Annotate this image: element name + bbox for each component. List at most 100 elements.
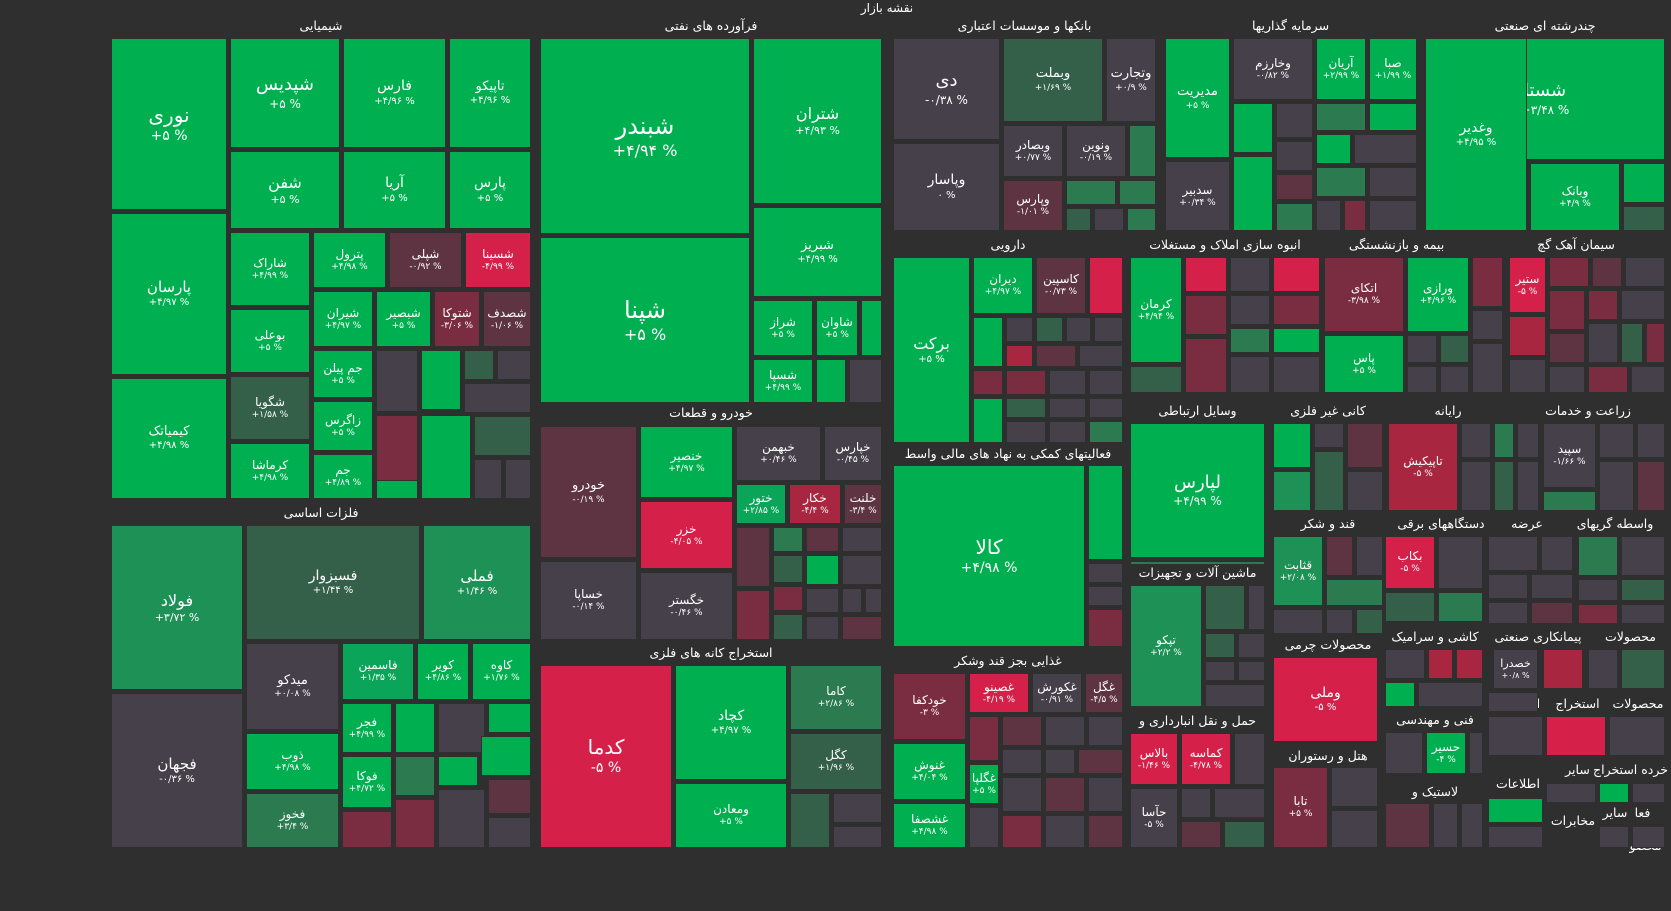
stock-tile-small[interactable] [1314,451,1344,511]
stock-tile[interactable]: خزر -۴/۰۵ % [640,501,733,569]
stock-tile[interactable]: آریان +۲/۹۹ % [1316,38,1366,100]
stock-tile-small[interactable] [421,415,471,499]
stock-tile-small[interactable] [1181,821,1221,848]
stock-tile-small[interactable] [395,799,435,848]
stock-tile-small[interactable] [1509,316,1546,356]
stock-tile-small[interactable] [1089,398,1123,418]
stock-tile[interactable]: کگل +۱/۹۶ % [790,733,882,790]
stock-tile[interactable]: وتجارت +۰/۹ % [1106,38,1156,122]
stock-tile-small[interactable] [438,789,485,848]
stock-tile-small[interactable] [1185,257,1227,292]
stock-tile-small[interactable] [1230,328,1270,353]
stock-tile-small[interactable] [1273,257,1320,292]
stock-tile-small[interactable] [865,588,882,613]
stock-tile-small[interactable] [1531,574,1573,599]
stock-tile[interactable]: کیمیاتک +۴/۹۸ % [111,378,227,499]
stock-tile-small[interactable] [464,383,531,413]
stock-tile-small[interactable] [1456,649,1483,679]
stock-tile-small[interactable] [1036,317,1063,342]
stock-tile[interactable]: اتکای -۳/۹۸ % [1324,257,1404,332]
stock-tile-small[interactable] [736,590,770,640]
stock-tile-small[interactable] [474,416,531,456]
stock-tile[interactable]: برکت +۵ % [893,257,970,443]
stock-tile-small[interactable] [1036,345,1076,367]
stock-tile[interactable]: شسینا -۴/۹۹ % [465,232,531,288]
stock-tile-small[interactable] [1488,574,1528,599]
stock-tile[interactable]: شراز +۵ % [753,300,813,356]
stock-tile-small[interactable] [1002,777,1042,812]
stock-tile-small[interactable] [1646,323,1665,363]
stock-tile-small[interactable] [1088,465,1123,560]
stock-tile-small[interactable] [1006,317,1033,342]
stock-tile-small[interactable] [1273,609,1323,634]
stock-tile-small[interactable] [1127,208,1156,231]
stock-tile-small[interactable] [1316,167,1366,197]
stock-tile-small[interactable] [1549,257,1589,287]
stock-tile[interactable]: حسیر -۴ % [1426,732,1466,774]
stock-tile-small[interactable] [1440,335,1469,363]
stock-tile-small[interactable] [1326,609,1353,634]
stock-tile-small[interactable] [1181,788,1211,818]
stock-tile-small[interactable] [1331,810,1378,848]
stock-tile[interactable]: پترول +۴/۹۸ % [313,232,386,288]
stock-tile-small[interactable] [833,793,882,823]
stock-tile[interactable]: خبهمن +۰/۴۶ % [736,426,821,481]
stock-tile-small[interactable] [1494,423,1514,458]
stock-tile[interactable]: ذوب +۴/۹۸ % [246,733,339,790]
stock-tile[interactable]: تپکو +۲/۲ % [1130,585,1202,707]
stock-tile[interactable]: جم پیلن +۵ % [313,350,373,398]
stock-tile-small[interactable] [488,703,531,733]
stock-tile-small[interactable] [1637,423,1665,458]
stock-tile-small[interactable] [773,586,803,611]
stock-tile-small[interactable] [1119,180,1156,205]
stock-tile-small[interactable] [973,398,1003,443]
stock-tile-small[interactable] [1623,206,1665,231]
stock-tile[interactable]: وپارس -۱/۰۱ % [1003,180,1063,231]
stock-tile-small[interactable] [806,616,839,640]
stock-tile-small[interactable] [1549,290,1585,330]
stock-tile-small[interactable] [1385,732,1423,774]
stock-tile-small[interactable] [1088,777,1123,812]
stock-tile[interactable]: جم +۴/۸۹ % [313,454,373,499]
stock-tile-small[interactable] [1625,257,1665,287]
stock-tile-small[interactable] [1276,203,1313,231]
stock-tile-small[interactable] [1632,783,1665,803]
stock-tile-small[interactable] [1326,579,1383,606]
stock-tile-small[interactable] [1238,633,1265,658]
stock-tile-small[interactable] [395,703,435,753]
stock-tile-small[interactable] [505,459,531,499]
stock-tile-small[interactable] [1331,767,1378,807]
stock-tile[interactable]: خپارس -۰/۴۵ % [824,426,882,481]
stock-tile-small[interactable] [1316,134,1351,164]
stock-tile-small[interactable] [1230,356,1270,393]
stock-tile[interactable]: خکار -۴/۴ % [789,484,841,524]
stock-tile[interactable]: تاپیکیش -۵ % [1388,423,1458,511]
stock-tile-small[interactable] [1354,134,1417,164]
stock-tile-small[interactable] [1623,163,1665,203]
stock-tile[interactable]: وملی -۵ % [1273,657,1378,742]
stock-tile-small[interactable] [1438,592,1483,622]
stock-tile-small[interactable] [1621,579,1665,601]
stock-tile-small[interactable] [1356,536,1383,576]
stock-tile-small[interactable] [1488,716,1543,756]
stock-tile[interactable]: کاسپین -۰/۷۳ % [1036,257,1086,314]
stock-tile-small[interactable] [1316,200,1341,231]
stock-tile-small[interactable] [1233,156,1273,231]
stock-tile-small[interactable] [1205,661,1235,681]
stock-tile-small[interactable] [1621,290,1665,320]
stock-tile[interactable]: ختور +۲/۸۵ % [736,484,786,524]
stock-tile[interactable]: شسپا +۴/۹۹ % [753,359,813,403]
stock-tile-small[interactable] [1130,366,1182,393]
stock-tile[interactable]: فاسمین +۱/۳۵ % [342,643,414,700]
stock-tile[interactable]: دی -۰/۳۸ % [893,38,1000,140]
stock-tile-small[interactable] [1002,815,1042,848]
stock-tile-small[interactable] [438,756,478,786]
stock-tile-small[interactable] [1129,125,1156,177]
stock-tile-small[interactable] [969,716,999,761]
stock-tile-small[interactable] [842,555,882,585]
stock-tile-small[interactable] [773,614,803,640]
stock-tile-small[interactable] [1049,421,1086,443]
stock-tile-small[interactable] [1185,295,1227,335]
stock-tile[interactable]: شیران +۴/۹۷ % [313,291,373,347]
stock-tile-small[interactable] [1230,257,1270,292]
